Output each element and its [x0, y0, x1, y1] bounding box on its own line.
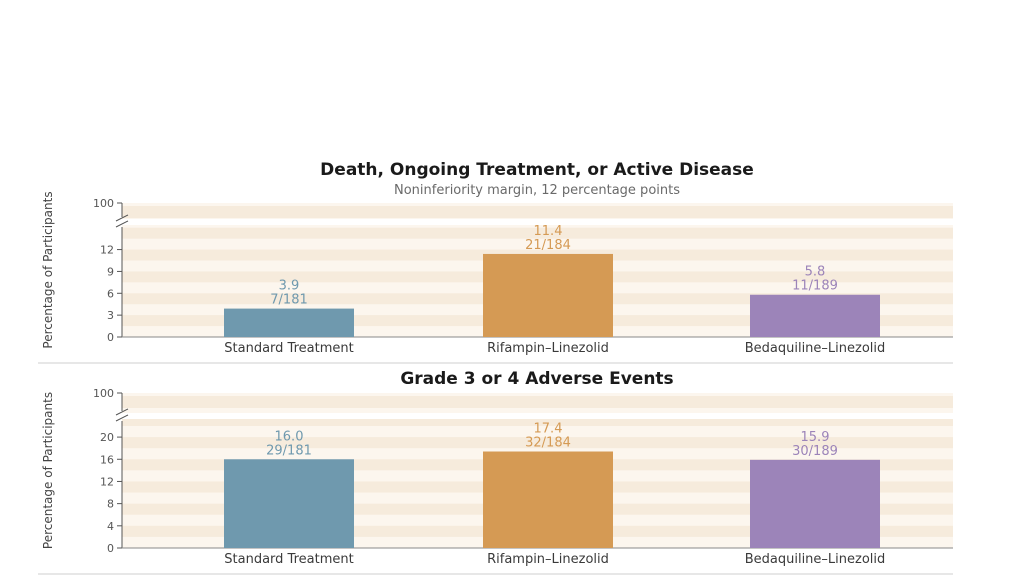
bar-fraction-label: 30/189 [792, 444, 838, 459]
grid-stripe [122, 227, 953, 239]
y-tick-label: 16 [100, 453, 114, 466]
y-tick-label: 12 [100, 244, 114, 257]
bar [224, 308, 354, 337]
axis-break-gap [122, 413, 953, 419]
axis-break-gap [122, 219, 953, 225]
chart-title: Grade 3 or 4 Adverse Events [400, 369, 673, 389]
x-category-label: Rifampin–Linezolid [487, 341, 609, 356]
axis-break-marker [115, 408, 129, 422]
bar-fraction-label: 29/181 [266, 443, 312, 458]
grid-stripe-top [122, 396, 953, 408]
chart-subtitle: Noninferiority margin, 12 percentage poi… [394, 183, 680, 198]
grid-stripe-top [122, 206, 953, 218]
y-tick-label: 6 [107, 287, 114, 300]
y-tick-label: 8 [107, 498, 114, 511]
bar [750, 459, 880, 548]
bar-value-label: 16.0 [275, 429, 304, 444]
bar-fraction-label: 11/189 [792, 279, 838, 294]
bar-fraction-label: 32/184 [525, 436, 571, 451]
y-tick-label: 20 [100, 431, 114, 444]
y-tick-label-top: 100 [93, 387, 114, 400]
bar-value-label: 11.4 [534, 224, 563, 239]
y-tick-label: 9 [107, 265, 114, 278]
bar-value-label: 17.4 [534, 422, 563, 437]
bar [483, 451, 613, 548]
bar [483, 253, 613, 337]
x-category-label: Standard Treatment [224, 552, 353, 567]
chart-grade3-4-adverse-events: Grade 3 or 4 Adverse Events 0 4 8 12 16 20 100 P… [38, 369, 953, 575]
bar-value-label: 3.9 [279, 279, 300, 294]
chart-death-ongoing-treatment: Death, Ongoing Treatment, or Active Dise… [38, 160, 953, 364]
bar-value-label: 15.9 [801, 430, 830, 445]
bar-fraction-label: 21/184 [525, 238, 571, 253]
y-tick-label: 12 [100, 475, 114, 488]
y-axis-label: Percentage of Participants [41, 191, 55, 348]
y-axis-label: Percentage of Participants [41, 392, 55, 549]
x-category-label: Bedaquiline–Linezolid [745, 341, 886, 356]
bar [224, 459, 354, 548]
chart-title: Death, Ongoing Treatment, or Active Dise… [320, 160, 754, 180]
y-tick-label: 3 [107, 309, 114, 322]
bar [750, 294, 880, 337]
bar-fraction-label: 7/181 [270, 293, 307, 308]
grid-stripe [122, 414, 953, 426]
x-category-label: Rifampin–Linezolid [487, 552, 609, 567]
axis-break-marker [115, 214, 129, 228]
x-category-label: Standard Treatment [224, 341, 353, 356]
bar-value-label: 5.8 [805, 265, 826, 280]
y-tick-label: 0 [107, 331, 114, 344]
y-tick-label: 0 [107, 542, 114, 555]
y-tick-label: 4 [107, 520, 114, 533]
x-category-label: Bedaquiline–Linezolid [745, 552, 886, 567]
y-tick-label-top: 100 [93, 197, 114, 210]
grid-stripe [122, 437, 953, 449]
